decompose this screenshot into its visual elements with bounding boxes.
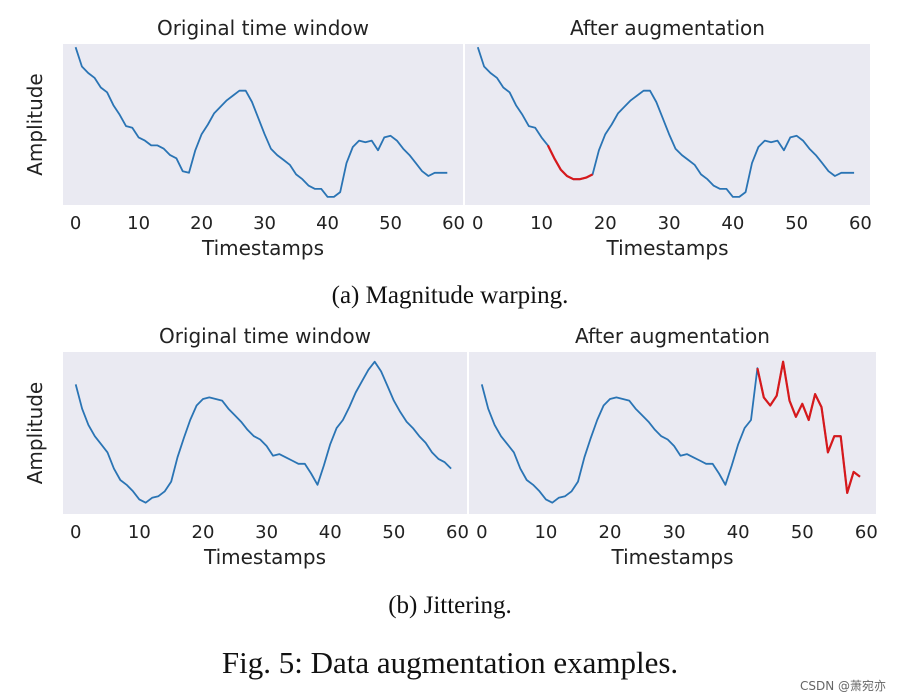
series-line (74, 360, 452, 504)
chart-panel-1: After augmentation 0 10 20 30 40 50 60 Timestamp… (465, 16, 872, 260)
chart-panel-2: Original time window 0 10 20 30 40 50 60 Timesta… (23, 324, 469, 569)
x-tick-label: 30 (253, 213, 276, 234)
x-tick-label: 20 (599, 522, 622, 543)
plot-area (465, 44, 870, 205)
augmented-segment-line (756, 360, 861, 494)
x-tick-label: 40 (727, 522, 750, 543)
x-tick-label: 30 (255, 522, 278, 543)
x-tick-label: 60 (855, 522, 878, 543)
x-tick-label: 0 (476, 522, 487, 543)
x-tick-label: 30 (658, 213, 681, 234)
panel-title: After augmentation (570, 16, 765, 40)
x-tick-label: 0 (70, 213, 81, 234)
x-tick-label: 0 (472, 213, 483, 234)
charts-layer: Original time window 0 10 20 30 40 50 60 Timesta… (23, 16, 878, 569)
caption-jittering: (b) Jittering. (388, 592, 512, 619)
series-line (74, 46, 448, 198)
plot-area (63, 44, 463, 205)
x-tick-label: 60 (442, 213, 465, 234)
x-axis-label: Timestamps (201, 236, 324, 260)
x-tick-label: 20 (594, 213, 617, 234)
y-axis-label: Amplitude (23, 73, 47, 176)
figure-caption: Fig. 5: Data augmentation examples. (221, 645, 679, 680)
caption-magnitude-warping: (a) Magnitude warping. (331, 282, 569, 309)
x-tick-label: 50 (379, 213, 402, 234)
chart-panel-0: Original time window 0 10 20 30 40 50 60 Timesta… (23, 16, 465, 260)
x-tick-label: 40 (316, 213, 339, 234)
x-tick-label: 20 (190, 213, 213, 234)
x-tick-label: 50 (791, 522, 814, 543)
y-axis-label: Amplitude (23, 382, 47, 485)
x-axis-label: Timestamps (203, 545, 326, 569)
x-tick-label: 10 (128, 522, 151, 543)
x-tick-label: 40 (319, 522, 342, 543)
x-tick-label: 10 (127, 213, 150, 234)
x-tick-label: 30 (663, 522, 686, 543)
x-tick-label: 10 (530, 213, 553, 234)
x-tick-label: 0 (70, 522, 81, 543)
chart-panel-3: After augmentation 0 10 20 30 40 50 60 Timestamp… (469, 324, 878, 569)
x-tick-label: 10 (534, 522, 557, 543)
x-tick-label: 50 (382, 522, 405, 543)
panel-title: Original time window (157, 16, 369, 40)
x-tick-label: 40 (721, 213, 744, 234)
augmented-segment-line (546, 144, 594, 181)
x-tick-label: 20 (192, 522, 215, 543)
watermark: CSDN @萧宛亦 (799, 679, 886, 693)
x-tick-label: 60 (849, 213, 872, 234)
panel-title: Original time window (159, 324, 371, 348)
plot-area (63, 352, 467, 514)
plot-area (469, 352, 876, 514)
series-line (476, 46, 855, 198)
x-axis-label: Timestamps (605, 236, 728, 260)
x-tick-label: 60 (446, 522, 469, 543)
panel-title: After augmentation (575, 324, 770, 348)
x-tick-label: 50 (785, 213, 808, 234)
x-axis-label: Timestamps (610, 545, 733, 569)
